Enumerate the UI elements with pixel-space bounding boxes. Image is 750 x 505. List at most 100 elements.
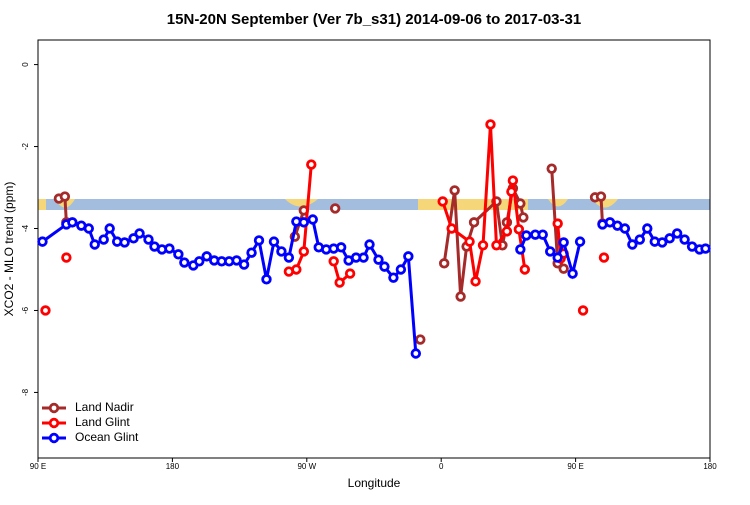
plot-frame <box>37 39 711 459</box>
point <box>238 259 250 270</box>
point <box>546 163 557 174</box>
point <box>379 261 390 272</box>
point <box>634 234 646 245</box>
point <box>83 223 94 234</box>
point <box>291 264 302 275</box>
point <box>231 255 242 266</box>
point <box>491 196 502 207</box>
legend-marker <box>48 417 60 429</box>
y-tick-label: -4 <box>21 224 30 232</box>
point <box>415 334 426 345</box>
point <box>40 305 51 316</box>
point <box>671 228 683 239</box>
point <box>344 268 356 279</box>
x-tick-label: 180 <box>703 462 717 471</box>
point <box>446 223 457 234</box>
point <box>485 119 496 130</box>
point <box>307 214 318 225</box>
point <box>518 212 529 223</box>
point <box>253 235 265 246</box>
x-tick-label: 0 <box>439 462 444 471</box>
point <box>455 291 466 302</box>
point <box>513 224 525 235</box>
point <box>537 229 548 240</box>
point <box>464 236 475 247</box>
y-tick-label: 0 <box>21 62 30 67</box>
point <box>519 264 531 275</box>
band <box>38 199 710 210</box>
chart-title: 15N-20N September (Ver 7b_s31) 2014-09-0… <box>167 11 581 28</box>
point <box>567 268 578 279</box>
point <box>329 203 341 214</box>
point <box>507 175 519 186</box>
point <box>143 234 154 245</box>
point <box>298 217 310 228</box>
y-tick-label: -6 <box>21 306 30 314</box>
point <box>173 249 184 260</box>
point <box>574 236 586 247</box>
land-band <box>38 199 710 210</box>
point <box>477 240 489 251</box>
x-tick-label: 180 <box>166 462 180 471</box>
point <box>642 223 653 234</box>
y-axis-label: XCO2 - MLO trend (ppm) <box>2 182 16 317</box>
point <box>119 237 130 248</box>
x-axis-label: Longitude <box>348 476 401 490</box>
point <box>577 305 589 316</box>
point <box>364 239 375 250</box>
point <box>61 252 72 263</box>
legend-label: Ocean Glint <box>75 430 139 444</box>
point <box>449 185 460 196</box>
x-tick-label: 90 E <box>567 462 583 471</box>
y-tick-label: -2 <box>21 142 30 150</box>
point <box>328 256 339 267</box>
point <box>201 251 212 262</box>
point <box>679 234 690 245</box>
point <box>268 236 280 247</box>
point <box>595 191 607 202</box>
land-patch <box>38 199 46 210</box>
point <box>552 252 563 263</box>
point <box>89 239 100 250</box>
legend-label: Land Glint <box>75 415 130 429</box>
legend-marker <box>48 402 60 414</box>
point <box>67 217 78 228</box>
point <box>306 159 317 170</box>
point <box>335 242 347 253</box>
point <box>403 251 414 262</box>
point <box>515 244 526 255</box>
point <box>98 234 109 245</box>
point <box>545 246 556 257</box>
point <box>598 252 610 263</box>
point <box>619 223 631 234</box>
point <box>164 243 175 254</box>
point <box>334 277 345 288</box>
point <box>438 258 450 269</box>
point <box>179 257 190 268</box>
y-tick-label: -8 <box>21 388 30 396</box>
point <box>261 274 272 285</box>
point <box>388 272 399 283</box>
point <box>395 264 407 275</box>
point <box>700 243 711 254</box>
point <box>104 223 115 234</box>
x-tick-label: 90 W <box>297 462 316 471</box>
series-line <box>41 217 706 354</box>
point <box>134 228 145 239</box>
point <box>37 236 48 247</box>
point <box>373 254 384 265</box>
point <box>552 218 563 229</box>
point <box>246 247 257 258</box>
point <box>627 239 638 250</box>
point <box>276 246 287 257</box>
point <box>558 263 569 274</box>
point <box>59 191 71 202</box>
point <box>410 348 422 359</box>
point <box>501 226 513 237</box>
legend-label: Land Nadir <box>75 400 134 414</box>
point <box>470 276 481 287</box>
point <box>468 217 480 228</box>
point <box>506 186 517 197</box>
